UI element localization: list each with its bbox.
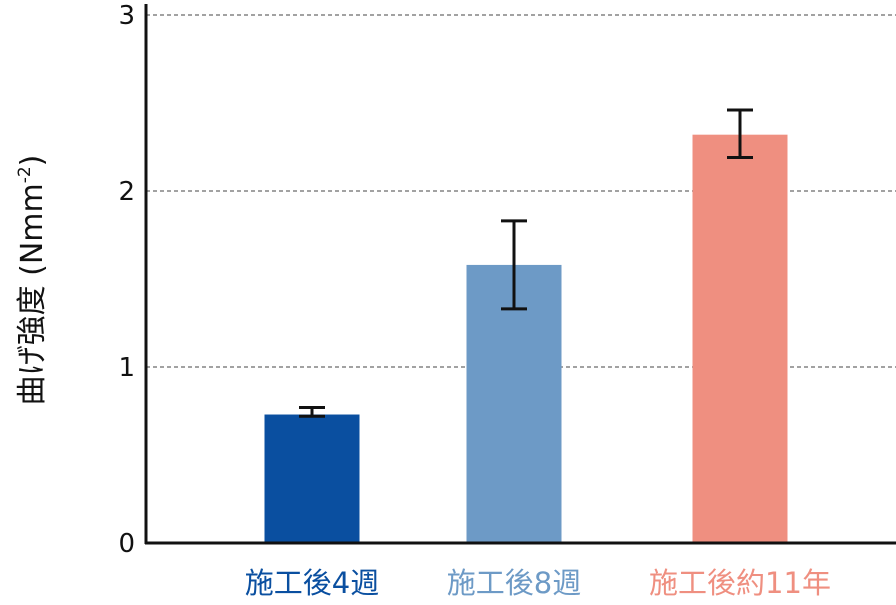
y-tick-labels: 0 1 2 3 [118, 1, 135, 559]
error-bar-2 [501, 219, 527, 311]
y-axis-label-superscript: -2 [15, 166, 35, 183]
error-bar-1 [299, 405, 325, 418]
y-tick-label-1: 1 [118, 353, 135, 383]
y-axis-label-suffix: ) [15, 155, 50, 167]
error-bar-3 [727, 108, 753, 160]
category-label-1: 施工後4週 [245, 566, 379, 600]
category-label-3: 施工後約11年 [649, 566, 831, 600]
y-tick-label-3: 3 [118, 1, 135, 31]
y-tick-label-2: 2 [118, 177, 135, 207]
y-tick-label-0: 0 [118, 529, 135, 559]
bar-3 [692, 134, 788, 543]
bars [264, 134, 788, 543]
axes [144, 4, 896, 545]
x-category-labels: 施工後4週 施工後8週 施工後約11年 [245, 566, 831, 600]
y-axis-label: 曲げ強度 (Nmm-2) [15, 155, 50, 406]
bar-1 [264, 414, 360, 543]
y-axis-label-text: 曲げ強度 (Nmm [15, 183, 50, 405]
category-label-2: 施工後8週 [447, 566, 581, 600]
error-bars [299, 108, 753, 418]
bar-2 [466, 264, 562, 543]
